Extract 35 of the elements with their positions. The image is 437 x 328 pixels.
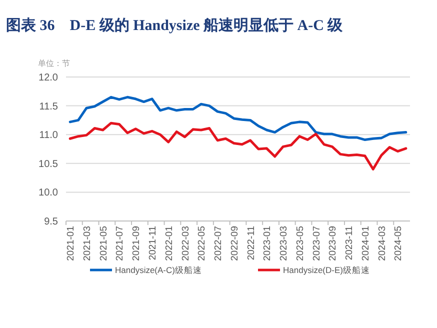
x-tick-label: 2022-11: [246, 226, 257, 260]
x-tick-label: 2023-07: [311, 226, 322, 261]
x-tick-label: 2023-03: [278, 226, 290, 261]
y-tick-label: 9.5: [44, 216, 58, 228]
x-tick-label: 2022-03: [180, 226, 192, 261]
x-tick-label: 2021-01: [66, 226, 77, 261]
x-tick-label: 2022-05: [196, 226, 208, 261]
x-tick-label: 2021-11: [148, 226, 158, 260]
text: 单位：节: [38, 59, 70, 68]
x-tick-label: 2024-05: [393, 226, 404, 261]
x-tick-label: 2021-03: [82, 226, 93, 261]
x-tick-label: 2021-05: [98, 226, 110, 261]
y-tick-label: 10.0: [38, 188, 58, 199]
x-tick-label: 2024-03: [376, 226, 388, 261]
legend-item: Handysize(D-E)级船速: [258, 265, 370, 275]
legend-label: Handysize(A-C)级船速: [115, 265, 202, 275]
x-tick-label: 2022-09: [229, 226, 240, 261]
line-series: [68, 96, 408, 142]
legend-item: Handysize(A-C)级船速: [90, 265, 202, 275]
y-tick-label: 12.0: [38, 72, 58, 84]
x-tick-label: 2024-01: [360, 226, 372, 261]
x-tick-label: 2022-07: [213, 226, 224, 261]
line-series: [68, 122, 408, 170]
y-tick-label: 11.5: [39, 101, 58, 112]
x-tick-label: 2022-01: [164, 226, 175, 261]
legend-label: Handysize(D-E)级船速: [283, 265, 370, 275]
chart-title: 图表 36 D-E 级的 Handysize 船速明显低于 A-C 级: [6, 17, 344, 34]
x-tick-label: 2021-07: [114, 226, 126, 261]
x-tick-label: 2023-09: [328, 226, 339, 261]
y-tick-label: 11.0: [39, 130, 58, 142]
x-tick-label: 2023-11: [344, 226, 356, 260]
x-tick-label: 2021-09: [131, 226, 142, 261]
x-tick-label: 2023-01: [262, 226, 274, 261]
y-tick-label: 10.5: [38, 158, 58, 170]
x-tick-label: 2023-05: [294, 226, 306, 261]
